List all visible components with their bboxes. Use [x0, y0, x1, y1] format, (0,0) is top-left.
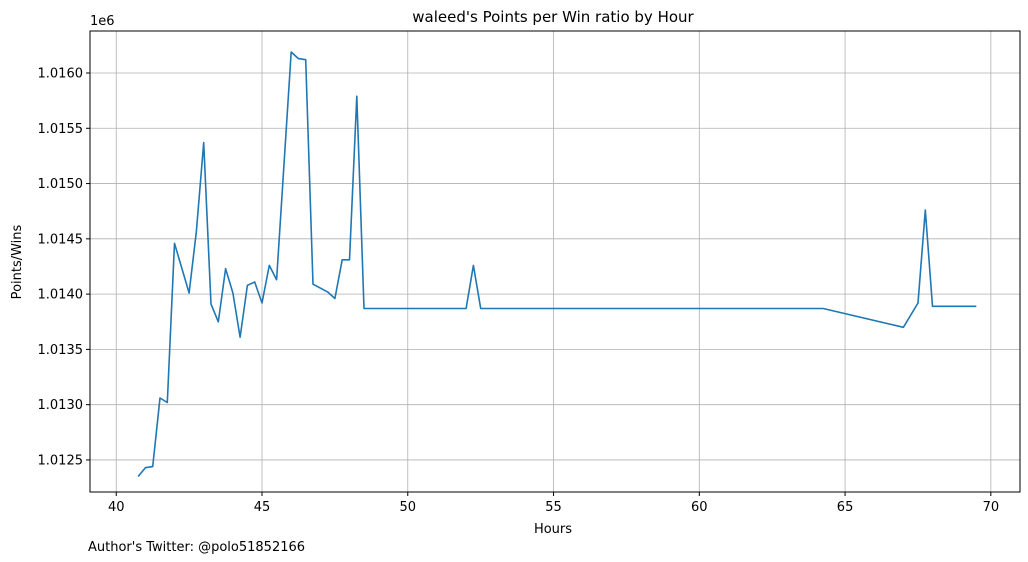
x-tick-label: 40 [108, 500, 125, 515]
x-tick-label: 55 [545, 500, 562, 515]
x-axis: 40 45 50 55 60 65 70 [108, 492, 999, 515]
x-tick-label: 60 [691, 500, 708, 515]
y-tick-label: 1.0130 [38, 398, 84, 413]
y-tick-label: 1.0150 [38, 177, 84, 192]
y-tick-label: 1.0135 [38, 343, 84, 358]
y-offset-label: 1e6 [90, 14, 115, 29]
x-tick-label: 45 [254, 500, 271, 515]
plot-frame [89, 30, 1021, 493]
series-layer [137, 51, 977, 478]
y-tick-label: 1.0125 [38, 453, 84, 468]
x-tick-label: 70 [983, 500, 1000, 515]
y-tick-label: 1.0160 [38, 67, 84, 82]
y-axis: 1.0125 1.0130 1.0135 1.0140 1.0145 1.0150 1.01… [38, 67, 90, 468]
x-tick-label: 65 [837, 500, 854, 515]
author-twitter-note: Author's Twitter: @polo51852166 [88, 540, 305, 555]
y-tick-label: 1.0155 [38, 122, 84, 137]
x-axis-label: Hours [534, 522, 572, 537]
chart-title: waleed's Points per Win ratio by Hour [412, 8, 694, 26]
series-line [137, 51, 977, 478]
y-tick-label: 1.0140 [38, 288, 84, 303]
y-tick-label: 1.0145 [38, 232, 84, 247]
y-axis-label: Points/Wins [10, 224, 25, 299]
grid [90, 31, 1020, 492]
x-tick-label: 50 [400, 500, 417, 515]
